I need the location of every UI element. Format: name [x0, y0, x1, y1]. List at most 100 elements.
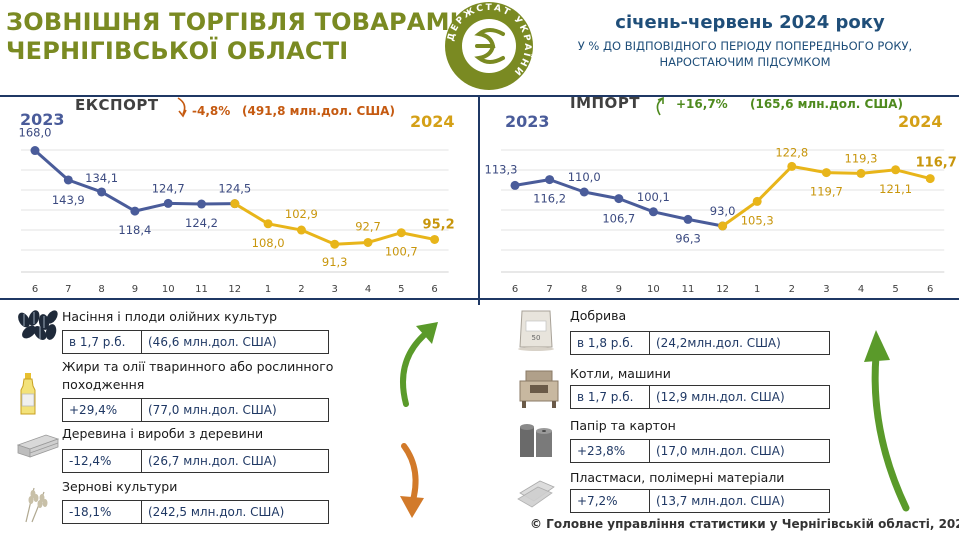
period-subtitle: У % ДО ВІДПОВІДНОГО ПЕРІОДУ ПОПЕРЕДНЬОГО…: [545, 38, 945, 70]
item-change: в 1,8 р.б.: [571, 332, 650, 354]
data-point-2024-12: [430, 234, 440, 244]
data-label-2: 134,1: [85, 171, 118, 185]
footer-copyright: © Головне управління статистики у Черніг…: [530, 517, 959, 531]
data-label-10: 92,7: [355, 219, 381, 233]
import-change: +16,7%: [676, 97, 728, 111]
tick-label-6: 12: [716, 284, 729, 295]
data-label-7: 105,3: [741, 213, 774, 227]
tick-label-0: 6: [512, 284, 518, 295]
import-title: ІМПОРТ: [570, 94, 641, 112]
import-year-2024: 2024: [898, 112, 943, 131]
oil-bottle-icon: [16, 372, 40, 420]
item-value-box: +29,4% (77,0 млн.дол. США): [62, 398, 329, 422]
tick-label-2: 8: [581, 284, 587, 295]
data-point-2024-10: [363, 237, 373, 247]
tick-label-2: 8: [98, 284, 104, 295]
data-point-2023-3: [130, 206, 140, 216]
tick-label-11: 5: [398, 284, 404, 295]
import-growth-arrow-icon: [864, 330, 910, 512]
item-change: +7,2%: [571, 490, 650, 512]
data-point-2024-9: [330, 239, 340, 249]
data-label-6: 124,5: [218, 182, 251, 196]
subtitle-line-2: НАРОСТАЮЧИМ ПІДСУМКОМ: [659, 55, 831, 69]
data-point-2024-6: [230, 199, 240, 209]
data-label-10: 119,3: [845, 151, 878, 165]
tick-label-10: 4: [858, 284, 864, 295]
export-year-2023: 2023: [20, 110, 65, 129]
item-value-box: -18,1% (242,5 млн.дол. США): [62, 500, 329, 524]
item-title: Котли, машини: [570, 366, 671, 381]
data-label-12: 95,2: [423, 217, 455, 232]
fertilizer-bag-icon: 50: [516, 307, 556, 355]
data-label-6: 93,0: [710, 204, 736, 218]
tick-label-0: 6: [32, 284, 38, 295]
tick-label-8: 2: [789, 284, 795, 295]
data-label-2: 110,0: [568, 170, 601, 184]
tick-label-3: 9: [616, 284, 622, 295]
data-point-2023-2: [579, 187, 589, 197]
item-amount: (13,7 млн.дол. США): [656, 494, 785, 508]
vertical-divider: [478, 95, 480, 305]
export-title: ЕКСПОРТ: [75, 96, 159, 114]
data-point-2024-7: [263, 219, 273, 229]
data-label-1: 116,2: [533, 192, 566, 206]
tick-label-3: 9: [132, 284, 138, 295]
data-label-12: 116,7: [916, 156, 957, 171]
export-change: -4,8%: [192, 104, 231, 118]
item-title: Добрива: [570, 308, 627, 323]
tick-label-6: 12: [228, 284, 241, 295]
item-amount: (24,2млн.дол. США): [656, 336, 781, 350]
paper-rolls-icon: [516, 419, 556, 463]
data-point-2024-8: [296, 225, 306, 235]
page-title: ЗОВНІШНЯ ТОРГІВЛЯ ТОВАРАМИ ЧЕРНІГІВСЬКОЇ…: [6, 8, 470, 66]
tick-label-4: 10: [647, 284, 660, 295]
tick-label-5: 11: [195, 284, 208, 295]
data-label-3: 106,7: [602, 212, 635, 226]
item-value-box: в 1,8 р.б. (24,2млн.дол. США): [570, 331, 830, 355]
data-label-0: 113,3: [485, 162, 518, 176]
item-value-box: в 1,7 р.б. (46,6 млн.дол. США): [62, 330, 329, 354]
item-change: +29,4%: [63, 399, 142, 421]
data-point-2023-1: [63, 175, 73, 185]
data-label-8: 122,8: [775, 145, 808, 159]
data-label-11: 121,1: [879, 182, 912, 196]
tick-label-11: 5: [892, 284, 898, 295]
item-change: -18,1%: [63, 501, 142, 523]
plastic-sheets-icon: [516, 475, 556, 515]
data-point-2023-4: [648, 207, 658, 217]
item-amount: (242,5 млн.дол. США): [148, 505, 285, 519]
tick-label-9: 3: [332, 284, 338, 295]
export-amount: (491,8 млн.дол. США): [242, 104, 395, 118]
item-amount: (26,7 млн.дол. США): [148, 454, 277, 468]
title-line-2: ЧЕРНІГІВСЬКОЇ ОБЛАСТІ: [6, 37, 349, 65]
data-point-2023-0: [510, 180, 520, 190]
item-amount: (12,9 млн.дол. США): [656, 390, 785, 404]
data-point-2023-5: [683, 214, 693, 224]
period-title: січень-червень 2024 року: [615, 12, 885, 33]
data-point-2023-4: [163, 198, 173, 208]
data-point-2024-12: [925, 174, 935, 184]
tick-label-9: 3: [823, 284, 829, 295]
data-point-2023-1: [545, 175, 555, 185]
data-point-2023-5: [197, 199, 206, 209]
item-change: в 1,7 р.б.: [571, 386, 650, 408]
data-point-2023-2: [97, 187, 107, 197]
import-chart: 113,3116,2110,0106,7100,196,393,0105,312…: [485, 145, 957, 295]
tick-label-10: 4: [365, 284, 371, 295]
data-label-3: 118,4: [118, 223, 151, 237]
tick-label-8: 2: [298, 284, 304, 295]
tick-label-4: 10: [162, 284, 175, 295]
data-label-4: 124,7: [152, 181, 185, 195]
data-label-5: 124,2: [185, 216, 218, 230]
data-label-1: 143,9: [52, 193, 85, 207]
item-amount: (17,0 млн.дол. США): [656, 444, 785, 458]
import-trend-arrow-icon: [656, 96, 664, 116]
export-growth-arrow-icon: [400, 322, 438, 407]
item-title: Насіння і плоди олійних культур: [62, 309, 278, 324]
machine-icon: [516, 367, 562, 413]
item-amount: (46,6 млн.дол. США): [148, 335, 277, 349]
subtitle-line-1: У % ДО ВІДПОВІДНОГО ПЕРІОДУ ПОПЕРЕДНЬОГО…: [577, 39, 913, 53]
data-point-2024-8: [787, 161, 797, 171]
item-title: Деревина і вироби з деревини: [62, 426, 264, 441]
